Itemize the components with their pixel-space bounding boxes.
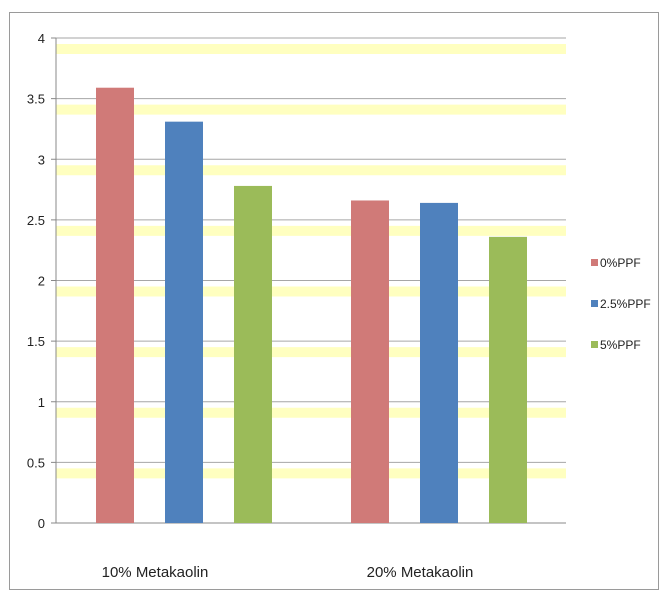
grid-band bbox=[56, 468, 566, 479]
y-tick-label: 1.5 bbox=[27, 334, 45, 349]
bar bbox=[351, 200, 389, 523]
y-tick-label: 2 bbox=[38, 274, 45, 289]
bar bbox=[96, 87, 134, 524]
y-tick-label: 0.5 bbox=[27, 455, 45, 470]
y-tick-label: 0 bbox=[38, 516, 45, 531]
y-tick-label: 3.5 bbox=[27, 92, 45, 107]
bar bbox=[165, 121, 203, 523]
y-tick-label: 3 bbox=[38, 152, 45, 167]
grid-band bbox=[56, 104, 566, 115]
bar bbox=[420, 202, 458, 523]
gridlines bbox=[56, 37, 566, 463]
bars bbox=[96, 87, 527, 524]
category-labels: 10% Metakaolin 20% Metakaolin bbox=[102, 564, 474, 581]
legend: 0%PPF 2.5%PPF 5%PPF bbox=[591, 256, 651, 352]
legend-label-5-ppf: 5%PPF bbox=[600, 338, 641, 352]
grid-band bbox=[56, 347, 566, 358]
bar bbox=[489, 236, 527, 523]
legend-swatch-5-ppf bbox=[591, 341, 598, 348]
grid-band bbox=[56, 407, 566, 418]
legend-label-2-5-ppf: 2.5%PPF bbox=[600, 297, 651, 311]
y-ticks: 0 0.5 1 1.5 2 2.5 3 3.5 4 bbox=[27, 31, 56, 531]
y-tick-label: 2.5 bbox=[27, 213, 45, 228]
category-label-10-metakaolin: 10% Metakaolin bbox=[102, 564, 209, 581]
y-tick-label: 4 bbox=[38, 31, 45, 46]
grid-band bbox=[56, 165, 566, 176]
grid-band bbox=[56, 286, 566, 297]
plot-bands bbox=[56, 44, 566, 479]
bar bbox=[234, 185, 272, 524]
legend-swatch-0-ppf bbox=[591, 259, 598, 266]
legend-label-0-ppf: 0%PPF bbox=[600, 256, 641, 270]
legend-swatch-2-5-ppf bbox=[591, 300, 598, 307]
y-tick-label: 1 bbox=[38, 395, 45, 410]
category-label-20-metakaolin: 20% Metakaolin bbox=[367, 564, 474, 581]
grid-band bbox=[56, 225, 566, 236]
grid-band bbox=[56, 44, 566, 54]
